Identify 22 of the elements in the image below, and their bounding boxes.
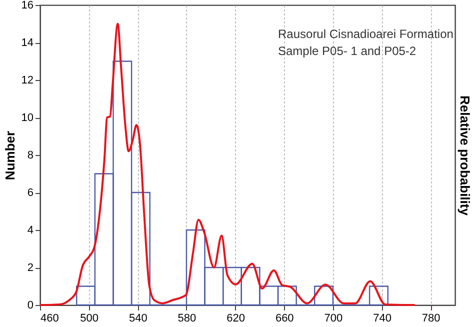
y-tick-label: 2 [27, 262, 34, 274]
x-tick-label: 540 [128, 312, 148, 324]
x-tick-label: 620 [226, 312, 245, 324]
x-tick-label: 700 [324, 312, 343, 324]
y-tick-label: 8 [27, 150, 34, 162]
y-tick-label: 4 [27, 224, 34, 236]
y-axis-title: Number [2, 130, 18, 180]
x-tick-label: 580 [178, 312, 196, 324]
y-tick-label: 10 [21, 112, 34, 124]
annotation: Sample P05- 1 and P05-2 [278, 44, 416, 58]
x-tick-label: 740 [373, 312, 392, 324]
y-tick-label: 14 [21, 37, 34, 49]
annotation: Rausorul Cisnadioarei Formation [278, 27, 454, 41]
y-tick-label: 12 [21, 74, 34, 86]
x-tick-label: 500 [80, 312, 99, 324]
x-tick-label: 780 [422, 312, 440, 324]
y-tick-label: 16 [21, 0, 34, 12]
x-tick-label: 460 [40, 312, 59, 324]
y-tick-label: 6 [27, 187, 34, 199]
x-tick-label: 660 [275, 312, 294, 324]
y2-axis-title: Relative probability [458, 96, 472, 216]
y-tick-label: 0 [27, 300, 34, 312]
